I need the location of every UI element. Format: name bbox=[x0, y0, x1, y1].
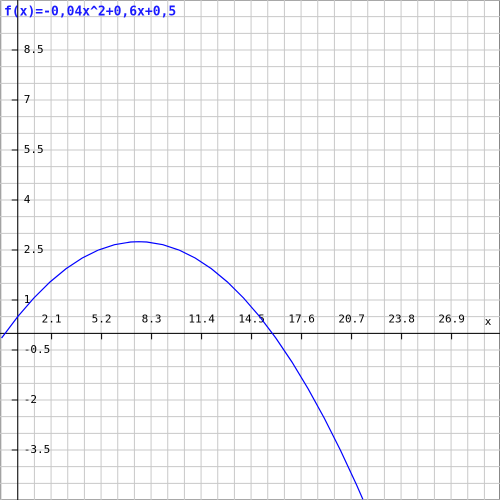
x-tick-label: 26.9 bbox=[438, 312, 465, 325]
y-tick-label: 8.5 bbox=[24, 43, 44, 56]
y-tick-label: 5.5 bbox=[24, 143, 44, 156]
x-axis-label: x bbox=[485, 315, 492, 328]
function-curve bbox=[1, 241, 364, 500]
chart-title: f(x)=-0,04x^2+0,6x+0,5 bbox=[4, 5, 176, 20]
x-tick-label: 17.6 bbox=[288, 312, 315, 325]
y-tick-label: -0.5 bbox=[24, 343, 51, 356]
x-tick-label: 11.4 bbox=[188, 312, 215, 325]
y-tick-label: 2.5 bbox=[24, 243, 44, 256]
y-tick-label: 1 bbox=[24, 293, 31, 306]
x-tick-label: 8.3 bbox=[142, 312, 162, 325]
x-tick-label: 2.1 bbox=[42, 312, 62, 325]
x-tick-label: 5.2 bbox=[92, 312, 112, 325]
x-tick-label: 23.8 bbox=[388, 312, 415, 325]
y-tick-label: -3.5 bbox=[24, 443, 51, 456]
y-tick-label: 7 bbox=[24, 93, 31, 106]
y-tick-label: 4 bbox=[24, 193, 31, 206]
y-tick-label: -2 bbox=[24, 393, 37, 406]
x-tick-label: 20.7 bbox=[338, 312, 365, 325]
